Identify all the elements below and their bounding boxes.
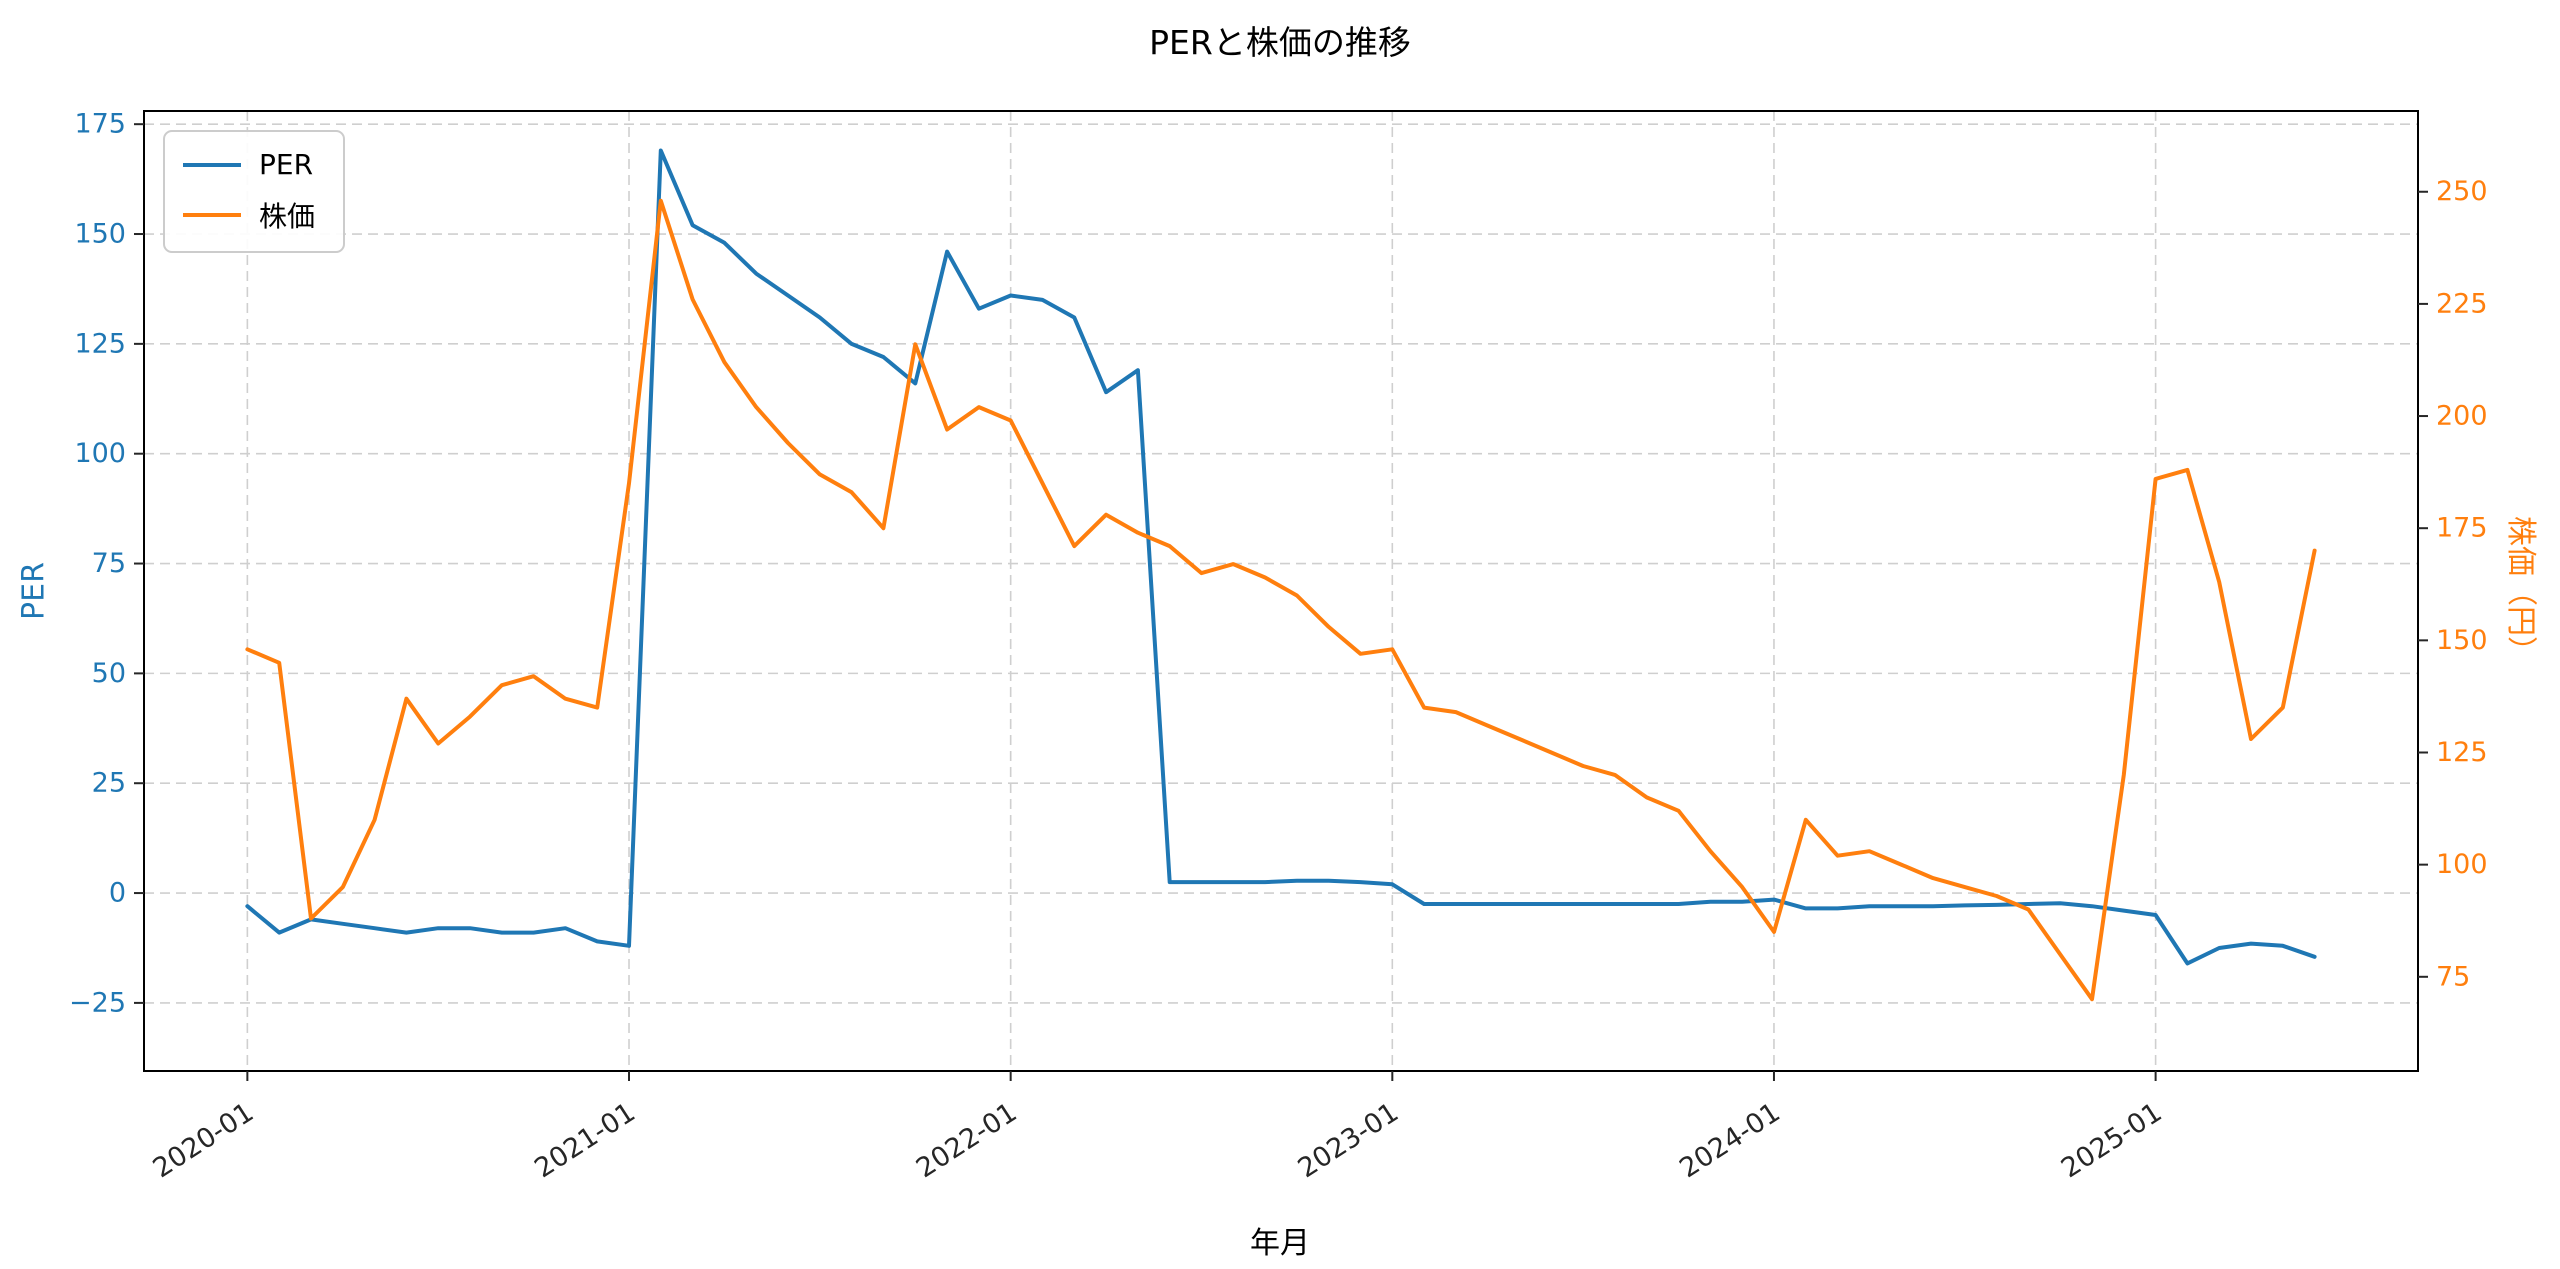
x-tick-label: 2021-01 [529,1097,640,1184]
y-tick-label-left: 150 [74,219,126,250]
y-axis-label-left: PER [16,562,52,620]
y-tick-label-left: 75 [92,548,126,579]
x-tick-label: 2020-01 [148,1097,259,1184]
chart-title: PERと株価の推移 [1149,23,1411,62]
per-line [245,148,2317,966]
legend-item-kabuka: 株価 [183,195,315,235]
y-tick-label-left: 175 [74,109,126,140]
y-tick-label-left: 100 [74,438,126,469]
x-tick-label: 2023-01 [1293,1097,1404,1184]
gridlines [144,111,2418,1071]
y-tick-label-left: 0 [109,878,126,909]
y-tick-label-left: 125 [74,328,126,359]
y-tick-label-right: 150 [2436,625,2488,656]
y-tick-label-left: −25 [69,987,126,1018]
legend-item-per: PER [183,148,315,181]
per-line-swatch [183,162,241,167]
y-tick-label-right: 125 [2436,737,2488,768]
x-tick-label: 2025-01 [2056,1097,2167,1184]
y-tick-label-right: 200 [2436,401,2488,432]
y-axis-label-right: 株価（円） [2503,516,2538,666]
y-tick-label-right: 175 [2436,513,2488,544]
y-axis-right: 75 100 125 150 175 200 225 250 [2418,176,2488,992]
y-tick-label-right: 75 [2436,961,2470,992]
x-axis-label: 年月 [1250,1226,1310,1261]
kabuka-line-swatch [183,213,241,217]
legend: PER 株価 [163,130,346,253]
axes-border [143,110,2419,1072]
kabuka-line [245,198,2317,1002]
y-tick-label-right: 250 [2436,176,2488,207]
y-axis-left: −25 0 25 50 75 100 125 150 175 [69,109,144,1018]
y-tick-label-left: 50 [92,658,126,689]
x-tick-label: 2024-01 [1674,1097,1785,1184]
x-tick-label: 2022-01 [911,1097,1022,1184]
y-tick-label-right: 225 [2436,288,2488,319]
legend-label-per: PER [259,148,314,181]
y-tick-label-left: 25 [92,768,126,799]
x-axis: 2020-01 2021-01 2022-01 2023-01 2024-01 2025-… [148,1071,2167,1184]
y-tick-label-right: 100 [2436,849,2488,880]
legend-label-kabuka: 株価 [259,200,316,233]
